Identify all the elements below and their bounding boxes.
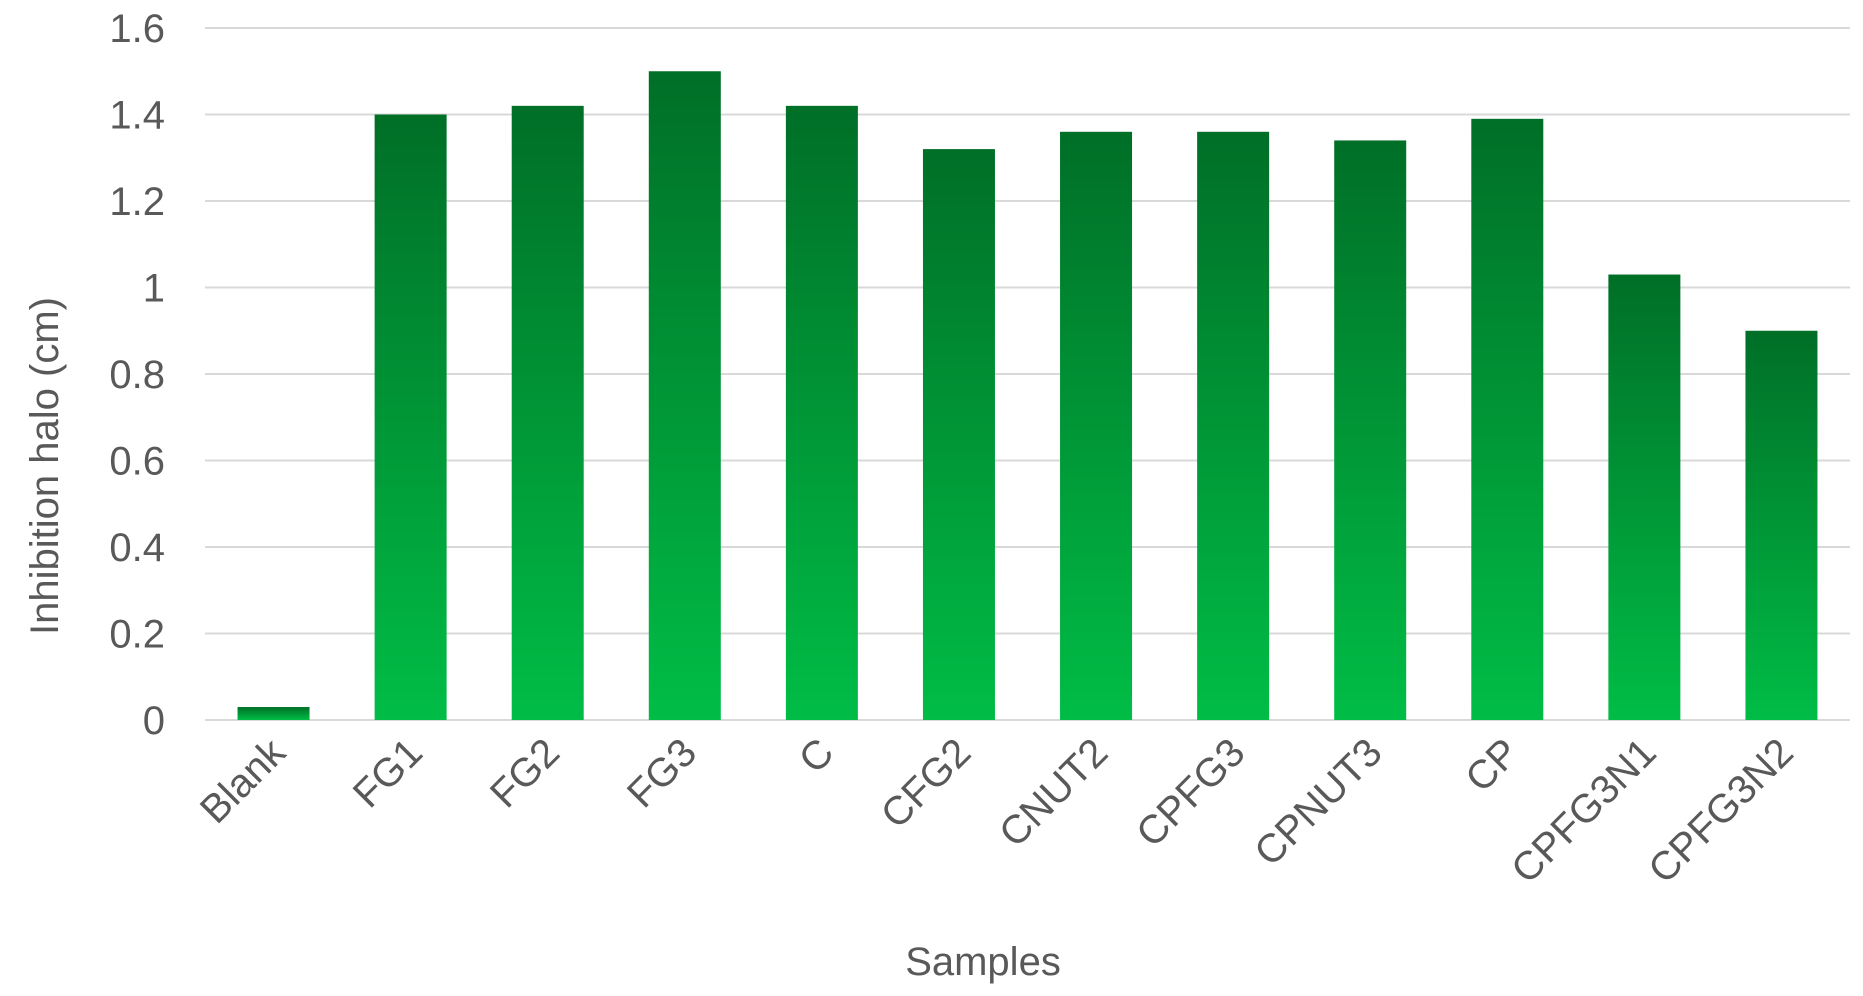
y-axis-title: Inhibition halo (cm)	[23, 297, 67, 635]
y-tick-label: 0	[143, 699, 165, 743]
x-tick-label: Blank	[192, 730, 295, 833]
bar-cpnut3	[1334, 140, 1407, 720]
bar-fg1	[374, 114, 447, 720]
bars	[237, 71, 1818, 721]
y-tick-label: 1.2	[109, 180, 165, 224]
x-tick-label: C	[791, 730, 843, 782]
bar-cpfg3n2	[1745, 330, 1818, 720]
x-tick-label: FG2	[482, 730, 568, 816]
gridlines	[205, 27, 1850, 721]
x-tick-label: CPFG3N2	[1640, 730, 1802, 892]
y-tick-label: 1.4	[109, 94, 165, 138]
x-tick-label: CPNUT3	[1246, 730, 1390, 874]
y-tick-label: 0.6	[109, 440, 165, 484]
y-tick-label: 0.4	[109, 526, 165, 570]
bar-cpfg3	[1197, 131, 1270, 721]
y-tick-label: 1.6	[109, 7, 165, 51]
y-tick-label: 0.2	[109, 613, 165, 657]
bar-fg2	[511, 105, 584, 721]
bar-c	[785, 105, 858, 721]
x-axis-title: Samples	[905, 940, 1061, 984]
x-tick-label: CNUT2	[991, 730, 1116, 855]
x-tick-label: CPFG3	[1128, 730, 1253, 855]
bar-blank	[237, 707, 310, 720]
bar-cfg2	[922, 149, 995, 721]
bar-cpfg3n1	[1608, 274, 1681, 720]
x-tick-label: FG1	[345, 730, 431, 816]
x-tick-label: CPFG3N1	[1503, 730, 1665, 892]
bar-cp	[1471, 118, 1544, 720]
y-tick-label: 0.8	[109, 353, 165, 397]
x-tick-label: CP	[1457, 730, 1527, 800]
x-tick-label: CFG2	[873, 730, 980, 837]
x-tick-label: FG3	[619, 730, 705, 816]
bar-fg3	[648, 71, 721, 720]
y-axis-tick-labels: 0 0.2 0.4 0.6 0.8 1 1.2 1.4 1.6	[109, 7, 165, 743]
bar-cnut2	[1060, 131, 1133, 721]
y-tick-label: 1	[143, 267, 165, 311]
